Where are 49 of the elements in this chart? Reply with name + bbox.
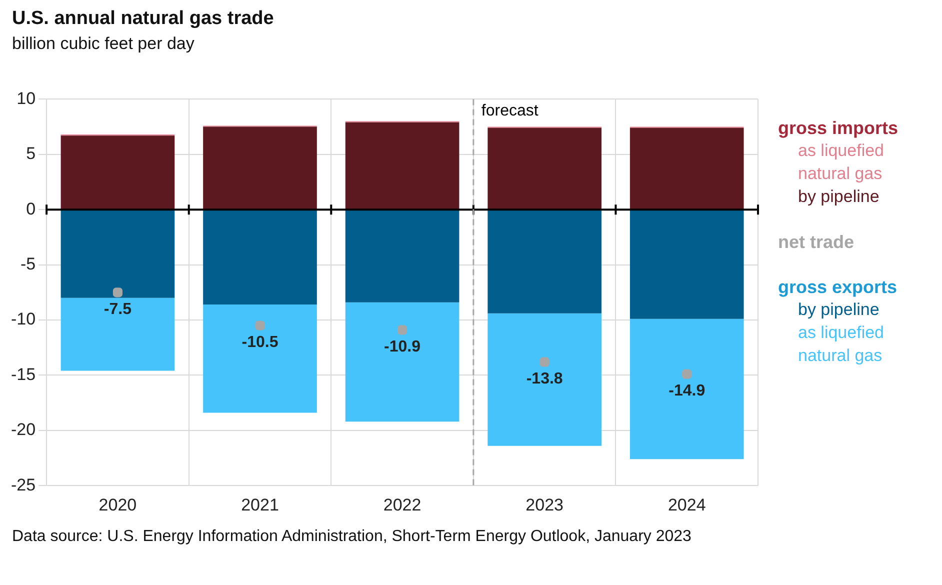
bar (203, 210, 317, 305)
data-label: -7.5 (104, 300, 132, 318)
y-tick-label: -20 (10, 420, 36, 440)
x-tick-label: 2021 (241, 495, 279, 514)
bar (345, 210, 460, 302)
bar (345, 302, 460, 422)
text: by pipeline (797, 186, 880, 208)
ref-line-label: forecast (481, 102, 539, 120)
point (540, 357, 550, 367)
y-tick-label: -5 (20, 254, 36, 274)
bar (60, 298, 175, 371)
text: gross imports (778, 118, 900, 139)
data-label: -10.9 (384, 338, 421, 356)
x-tick-label: 2024 (668, 495, 706, 514)
bar (488, 128, 602, 210)
bar (488, 210, 602, 314)
bar (60, 136, 175, 210)
data-label: -13.8 (526, 370, 563, 388)
text: as liquefied natural gas (797, 140, 886, 185)
chart-title: U.S. annual natural gas trade (12, 8, 274, 30)
text: net trade (778, 232, 856, 253)
point (682, 369, 692, 379)
bar (488, 313, 602, 446)
point (255, 320, 265, 330)
text: as liquefied natural gas (797, 322, 886, 367)
source-note: Data source: U.S. Energy Information Administration, Short-Term Energy Outlook, January 2023 (12, 528, 692, 546)
y-tick-label: -15 (10, 364, 36, 384)
bar (203, 304, 317, 413)
bar (203, 126, 317, 210)
x-tick-label: 2020 (98, 495, 137, 514)
bar (630, 318, 744, 460)
bar (630, 128, 744, 210)
data-label: -14.9 (668, 382, 706, 400)
text: by pipeline (797, 299, 880, 321)
bar (630, 210, 744, 319)
point (397, 325, 408, 335)
data-label: -10.5 (242, 334, 278, 351)
x-tick-label: 2022 (383, 495, 422, 514)
y-tick-label: -25 (10, 475, 36, 494)
bar (345, 122, 460, 210)
y-tick-label: 5 (26, 144, 36, 164)
point (112, 288, 123, 298)
text: gross exports (778, 277, 898, 298)
chart-subtitle: billion cubic feet per day (12, 34, 194, 54)
y-tick-label: 10 (16, 88, 36, 108)
x-tick-label: 2023 (526, 495, 564, 514)
bar (60, 210, 175, 298)
y-tick-label: -10 (10, 310, 36, 329)
y-tick-label: 0 (26, 199, 36, 218)
